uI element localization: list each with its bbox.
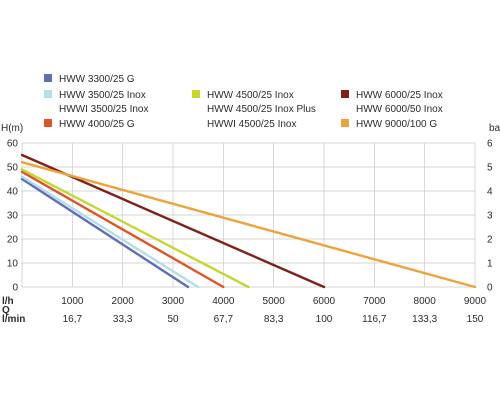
legend-label: HWWI 3500/25 Inox <box>59 104 148 115</box>
x2-tick-label: 67,7 <box>214 314 234 325</box>
legend-label: HWW 6000/50 Inox <box>356 104 443 115</box>
y-left-tick-label: 30 <box>7 211 19 222</box>
y-axis-left-label: H(m) <box>1 123 23 134</box>
x-tick-label: 1000 <box>61 296 84 307</box>
x2-tick-label: 150 <box>467 314 484 325</box>
x2-tick-label: 100 <box>316 314 333 325</box>
legend-label: HWW 4000/25 G <box>59 119 135 130</box>
y-left-tick-label: 0 <box>12 283 18 294</box>
x-axis-unit-lmin: l/min <box>2 314 25 325</box>
series-line <box>20 160 477 289</box>
y-left-tick-label: 60 <box>7 139 19 150</box>
x-tick-label: 2000 <box>112 296 135 307</box>
legend-swatch <box>44 90 52 98</box>
legend-swatch <box>44 74 52 82</box>
x2-tick-label: 16,7 <box>63 314 83 325</box>
x2-tick-label: 33,3 <box>113 314 133 325</box>
y-left-tick-label: 40 <box>7 187 19 198</box>
legend-label: HWW 4500/25 Inox Plus <box>207 104 316 115</box>
y-right-tick-label: 1 <box>487 259 493 270</box>
legend-swatch <box>341 90 349 98</box>
legend: HWW 3300/25 G HWW 3500/25 Inox HWWI 3500/2… <box>44 74 443 130</box>
x2-tick-label: 83,3 <box>264 314 284 325</box>
series-lines <box>20 153 477 289</box>
y-right-tick-label: 3 <box>487 211 493 222</box>
x-axis-letter-q: Q <box>2 305 10 316</box>
y-right-tick-label: 2 <box>487 235 493 246</box>
legend-label: HWW 4500/25 Inox <box>207 90 294 101</box>
y-right-tick-label: 4 <box>487 187 493 198</box>
x-tick-label: 5000 <box>263 296 286 307</box>
series-line <box>20 168 250 289</box>
legend-label: HWW 6000/25 Inox <box>356 90 443 101</box>
series-line <box>20 177 190 289</box>
y-right-tick-label: 6 <box>487 139 493 150</box>
series-line <box>20 175 200 289</box>
axes: H(m) bar l/h Q l/min 0 10 20 30 40 50 60 0 1 2 3 4 5… <box>1 123 500 325</box>
grid <box>21 142 476 288</box>
x2-tick-label: 50 <box>167 314 179 325</box>
x-tick-label: 6000 <box>313 296 336 307</box>
x-tick-label: 7000 <box>363 296 386 307</box>
legend-label: HWW 3300/25 G <box>59 74 135 85</box>
x-tick-label: 4000 <box>212 296 235 307</box>
x2-tick-label: 133,3 <box>412 314 437 325</box>
legend-swatch <box>341 119 349 127</box>
x-tick-label: 9000 <box>464 296 487 307</box>
x-axis-unit-lh: l/h <box>2 296 14 307</box>
x-tick-label: 3000 <box>162 296 185 307</box>
y-right-tick-label: 5 <box>487 163 493 174</box>
y-left-tick-label: 20 <box>7 235 19 246</box>
legend-swatch <box>192 90 200 98</box>
y-right-tick-label: 0 <box>487 283 493 294</box>
x-tick-label: 8000 <box>414 296 437 307</box>
legend-label: HWW 9000/100 G <box>356 119 437 130</box>
y-left-tick-label: 10 <box>7 259 19 270</box>
y-left-tick-label: 50 <box>7 163 19 174</box>
x2-tick-label: 116,7 <box>362 314 387 325</box>
legend-label: HWW 3500/25 Inox <box>59 90 146 101</box>
legend-label: HWWI 4500/25 Inox <box>207 119 296 130</box>
legend-swatch <box>44 119 52 127</box>
series-line <box>20 170 225 289</box>
y-axis-right-label: bar <box>489 123 500 134</box>
